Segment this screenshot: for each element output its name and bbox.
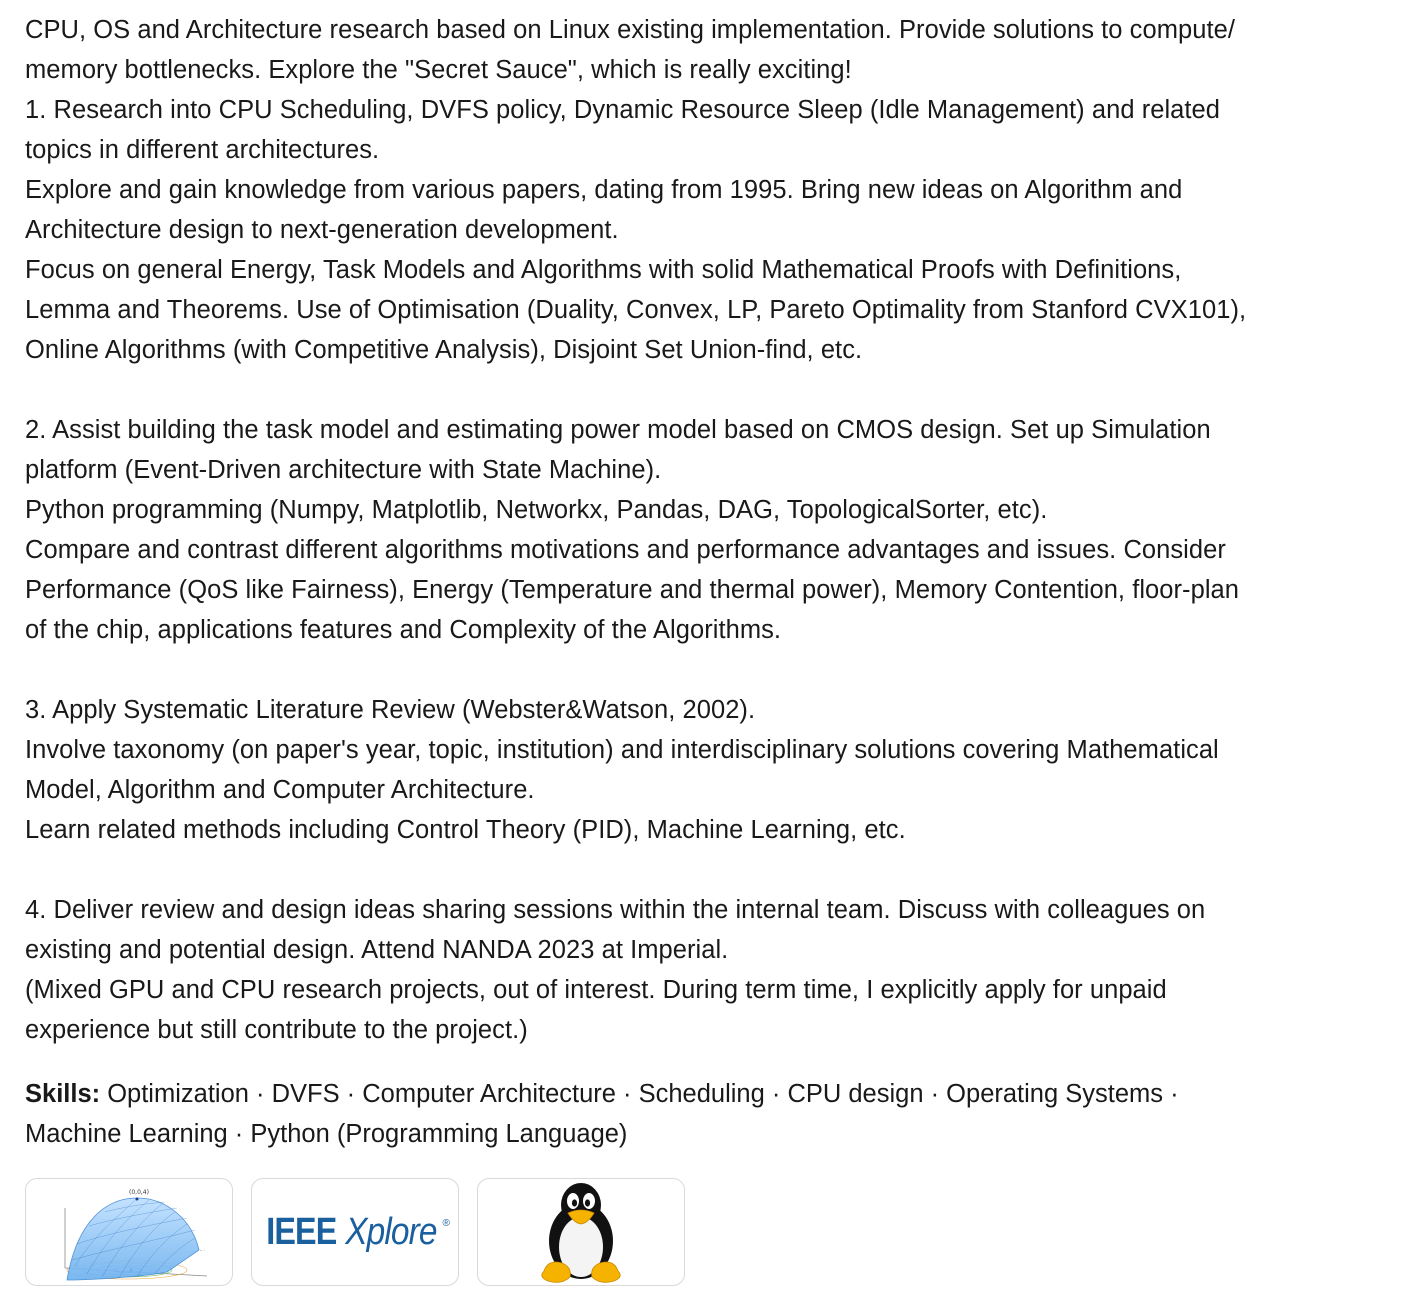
description-line: experience but still contribute to the p…	[25, 1016, 528, 1044]
ieee-logo-text: IEEE	[266, 1210, 337, 1253]
description-line: Online Algorithms (with Competitive Anal…	[25, 336, 863, 364]
description-line: platform (Event-Driven architecture with…	[25, 456, 662, 484]
skills-section: Skills: Optimization · DVFS · Computer A…	[25, 1074, 1405, 1154]
description-line: topics in different architectures.	[25, 136, 380, 164]
xplore-logo-text: Xplore	[344, 1210, 437, 1253]
surface-plot-icon: (0,0,4)	[64, 1189, 207, 1280]
media-thumbnail-ieee-xplore[interactable]: IEEE Xplore ®	[251, 1178, 459, 1286]
description-line: Performance (QoS like Fairness), Energy …	[25, 576, 1240, 604]
description-line: Model, Algorithm and Computer Architectu…	[25, 776, 535, 804]
experience-description-panel: CPU, OS and Architecture research based …	[25, 10, 1405, 1154]
paragraph-spacer	[25, 650, 1405, 690]
description-line: memory bottlenecks. Explore the "Secret …	[25, 56, 852, 84]
description-line: Focus on general Energy, Task Models and…	[25, 256, 1182, 284]
paragraph-spacer	[25, 370, 1405, 410]
description-line: Explore and gain knowledge from various …	[25, 176, 1183, 204]
media-attachments: (0,0,4)	[25, 1178, 685, 1286]
description-line: 1. Research into CPU Scheduling, DVFS po…	[25, 96, 1221, 124]
skills-line-1: Skills: Optimization · DVFS · Computer A…	[25, 1074, 1405, 1114]
description-line: 2. Assist building the task model and es…	[25, 416, 1211, 444]
paragraph-spacer	[25, 850, 1405, 890]
description-line: 3. Apply Systematic Literature Review (W…	[25, 696, 756, 724]
media-thumbnail-linux[interactable]	[477, 1178, 685, 1286]
ieee-xplore-logo: IEEE Xplore ®	[260, 1211, 450, 1254]
description-line: Compare and contrast different algorithm…	[25, 536, 1226, 564]
description-line: Python programming (Numpy, Matplotlib, N…	[25, 496, 1048, 524]
description-line: Lemma and Theorems. Use of Optimisation …	[25, 296, 1247, 324]
description-line: Learn related methods including Control …	[25, 816, 906, 844]
linux-tux-icon	[541, 1183, 621, 1283]
experience-description: CPU, OS and Architecture research based …	[25, 10, 1405, 1050]
description-line: (Mixed GPU and CPU research projects, ou…	[25, 976, 1167, 1004]
description-line: 4. Deliver review and design ideas shari…	[25, 896, 1206, 924]
skills-label: Skills:	[25, 1080, 101, 1108]
registered-mark: ®	[442, 1217, 450, 1229]
description-line: of the chip, applications features and C…	[25, 616, 782, 644]
description-line: Involve taxonomy (on paper's year, topic…	[25, 736, 1219, 764]
skills-line-2: Machine Learning · Python (Programming L…	[25, 1120, 628, 1148]
description-line: Architecture design to next-generation d…	[25, 216, 619, 244]
plot-peak-label: (0,0,4)	[129, 1189, 149, 1196]
description-line: CPU, OS and Architecture research based …	[25, 16, 1235, 44]
description-line: existing and potential design. Attend NA…	[25, 936, 729, 964]
media-thumbnail-surface-plot[interactable]: (0,0,4)	[25, 1178, 233, 1286]
skills-list-part-1: Optimization · DVFS · Computer Architect…	[100, 1080, 1179, 1108]
